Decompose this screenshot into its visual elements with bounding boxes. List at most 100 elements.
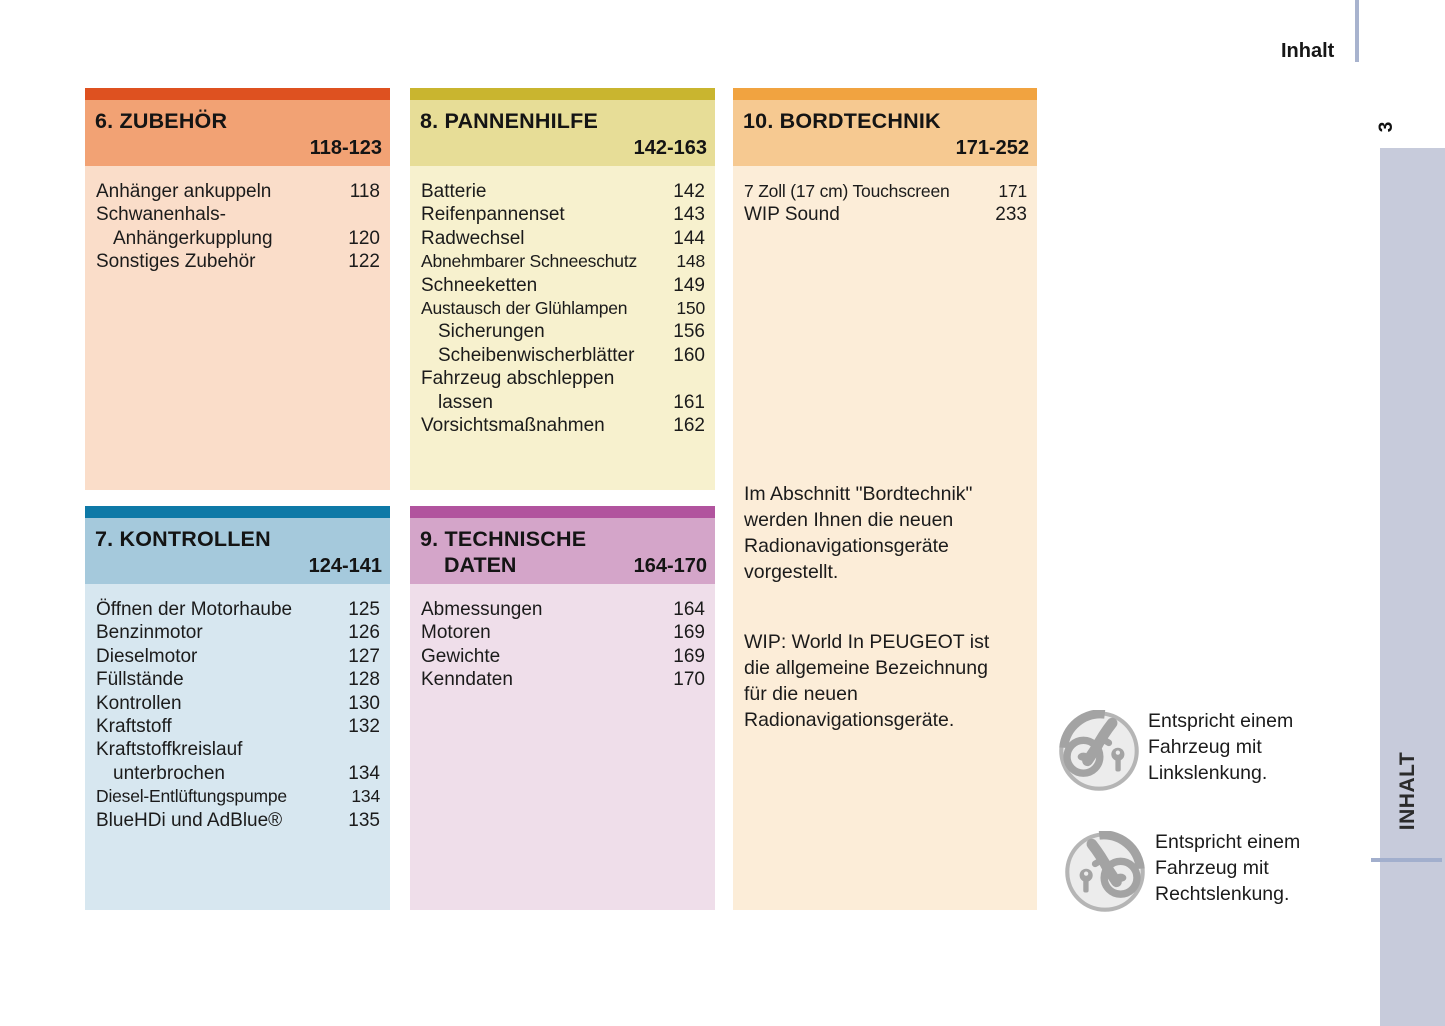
toc-row: lassen 161 [421, 391, 705, 414]
toc-row: Kraftstoff 132 [96, 715, 380, 738]
toc-entry-page: 128 [348, 669, 380, 691]
toc-row: Schwanenhals- [96, 203, 380, 226]
section-page-range: 142-163 [633, 137, 707, 159]
toc-row: Öffnen der Motorhaube 125 [96, 598, 380, 621]
toc-entry-page: 142 [673, 181, 705, 202]
toc-entry-label: Scheibenwischerblätter [438, 344, 635, 366]
toc-entry-label: Öffnen der Motorhaube [96, 599, 293, 620]
toc-entry-page: 160 [673, 344, 705, 366]
toc-entry-label: Dieselmotor [96, 645, 198, 667]
toc-row: Motoren 169 [421, 621, 705, 644]
toc-entry-page: 169 [673, 645, 705, 667]
toc-entry-label: BlueHDi und AdBlue® [96, 809, 283, 831]
toc-entry-label: WIP Sound [744, 204, 840, 226]
toc-entry-label: Radwechsel [421, 227, 525, 249]
left-hand-drive-icon [1059, 710, 1139, 791]
toc-entry-label: Schwanenhals- [96, 204, 226, 226]
section-body: Im Abschnitt "Bordtechnik" werden Ihnen … [733, 166, 1037, 910]
toc-entry-page: 134 [351, 786, 380, 807]
section-color-strip [410, 88, 715, 100]
toc-row: Kraftstoffkreislauf [96, 738, 380, 761]
header-divider-line [1355, 0, 1359, 62]
section-page-range: 171-252 [955, 137, 1029, 159]
page-number: 3 [1376, 121, 1397, 133]
section-page-range: 164-170 [633, 555, 707, 577]
toc-entry-label: Anhänger ankuppeln [96, 181, 272, 202]
toc-entry-page: 144 [673, 227, 705, 249]
toc-row: WIP Sound 233 [744, 203, 1027, 226]
toc-entry-label: Abnehmbarer Schneeschutz [421, 251, 638, 272]
toc-entry-page: 118 [349, 181, 380, 202]
toc-entry-label: Kenndaten [421, 669, 513, 691]
sidebar-label: INHALT [1396, 751, 1419, 831]
toc-entry-label: Fahrzeug abschleppen [421, 368, 615, 390]
toc-row: Sicherungen 156 [421, 320, 705, 343]
section-note-paragraph: Im Abschnitt "Bordtechnik" werden Ihnen … [744, 483, 973, 583]
right-hand-drive-caption: Entspricht einem Fahrzeug mit Rechtslenk… [1155, 831, 1301, 905]
toc-entry-label: Sicherungen [438, 321, 545, 343]
toc-row: Abnehmbarer Schneeschutz 148 [421, 250, 705, 273]
toc-entry-page: 170 [673, 669, 705, 691]
section-note-paragraph: WIP: World In PEUGEOT ist die allgemeine… [744, 631, 990, 731]
toc-entry-label: Schneeketten [421, 274, 538, 296]
toc-row: Fahrzeug abschleppen [421, 367, 705, 390]
toc-section-zubehoer: 6. ZUBEHÖR 118-123 Anhänger ankuppeln 11… [85, 88, 390, 490]
toc-entry-label: Sonstiges Zubehör [96, 251, 256, 273]
left-hand-drive-caption: Entspricht einem Fahrzeug mit Linkslenku… [1148, 710, 1294, 784]
toc-entry-page: 125 [348, 599, 380, 620]
contents-header-label: Inhalt [1281, 40, 1335, 62]
toc-entry-page: 148 [676, 251, 705, 272]
section-page-range: 118-123 [309, 137, 382, 159]
toc-row: Anhänger ankuppeln 118 [96, 180, 380, 203]
toc-entry-page: 143 [673, 204, 705, 226]
toc-entry-label: 7 Zoll (17 cm) Touchscreen [744, 181, 950, 201]
section-color-strip [85, 506, 390, 518]
toc-entry-label: Abmessungen [421, 599, 543, 620]
section-title: 9. TECHNISCHE [420, 527, 587, 551]
section-header: 6. ZUBEHÖR 118-123 [85, 100, 390, 166]
toc-row: Schneeketten 149 [421, 274, 705, 297]
sidebar-tab [1380, 148, 1445, 1026]
toc-row: Gewichte 169 [421, 645, 705, 668]
section-body: Anhänger ankuppeln 118 Schwanenhals- Anh… [85, 166, 390, 490]
toc-row: Dieselmotor 127 [96, 645, 380, 668]
toc-entry-label: Diesel-Entlüftungspumpe [96, 786, 287, 807]
toc-row: Sonstiges Zubehör 122 [96, 250, 380, 273]
section-title: 6. ZUBEHÖR [95, 109, 228, 133]
toc-section-bordtechnik: 10. BORDTECHNIK 171-252 Im Abschnitt "Bo… [733, 88, 1037, 910]
toc-row: Füllstände 128 [96, 668, 380, 691]
section-color-strip [410, 506, 715, 518]
toc-row: Kontrollen 130 [96, 692, 380, 715]
toc-entry-page: 135 [348, 809, 380, 831]
toc-entry-label: Batterie [421, 181, 487, 202]
sidebar-divider-line [1371, 858, 1442, 862]
toc-entry-label: Reifenpannenset [421, 204, 565, 226]
right-hand-drive-icon [1065, 831, 1145, 912]
toc-entry-page: 162 [673, 415, 705, 437]
toc-section-technische-daten: 9. TECHNISCHE DATEN 164-170 Abmessungen … [410, 506, 715, 910]
toc-entry-page: 130 [348, 692, 380, 714]
section-header: 10. BORDTECHNIK 171-252 [733, 100, 1037, 166]
toc-row: Anhängerkupplung 120 [96, 227, 380, 250]
section-title: 7. KONTROLLEN [95, 527, 271, 551]
toc-row: Abmessungen 164 [421, 598, 705, 621]
section-title: 8. PANNENHILFE [420, 109, 599, 133]
section-header: 9. TECHNISCHE DATEN 164-170 [410, 518, 715, 584]
section-color-strip [85, 88, 390, 100]
toc-row: 7 Zoll (17 cm) Touchscreen 171 [744, 180, 1027, 203]
toc-row: Diesel-Entlüftungspumpe 134 [96, 785, 380, 808]
toc-section-pannenhilfe: 8. PANNENHILFE 142-163 Batterie 142 Reif… [410, 88, 715, 490]
toc-entry-page: 134 [348, 762, 380, 784]
toc-row: Scheibenwischerblätter 160 [421, 344, 705, 367]
toc-entry-page: 150 [676, 298, 705, 319]
toc-entry-label: Kraftstoffkreislauf [96, 739, 243, 761]
toc-entry-label: Austausch der Glühlampen [421, 298, 628, 319]
toc-entry-label: Anhängerkupplung [113, 227, 273, 249]
toc-entry-page: 161 [673, 391, 705, 413]
toc-entry-page: 156 [673, 321, 705, 343]
toc-row: Reifenpannenset 143 [421, 203, 705, 226]
toc-entry-label: Benzinmotor [96, 622, 203, 644]
toc-entry-label: Kraftstoff [96, 716, 172, 738]
toc-entry-label: Vorsichtsmaßnahmen [421, 415, 605, 437]
